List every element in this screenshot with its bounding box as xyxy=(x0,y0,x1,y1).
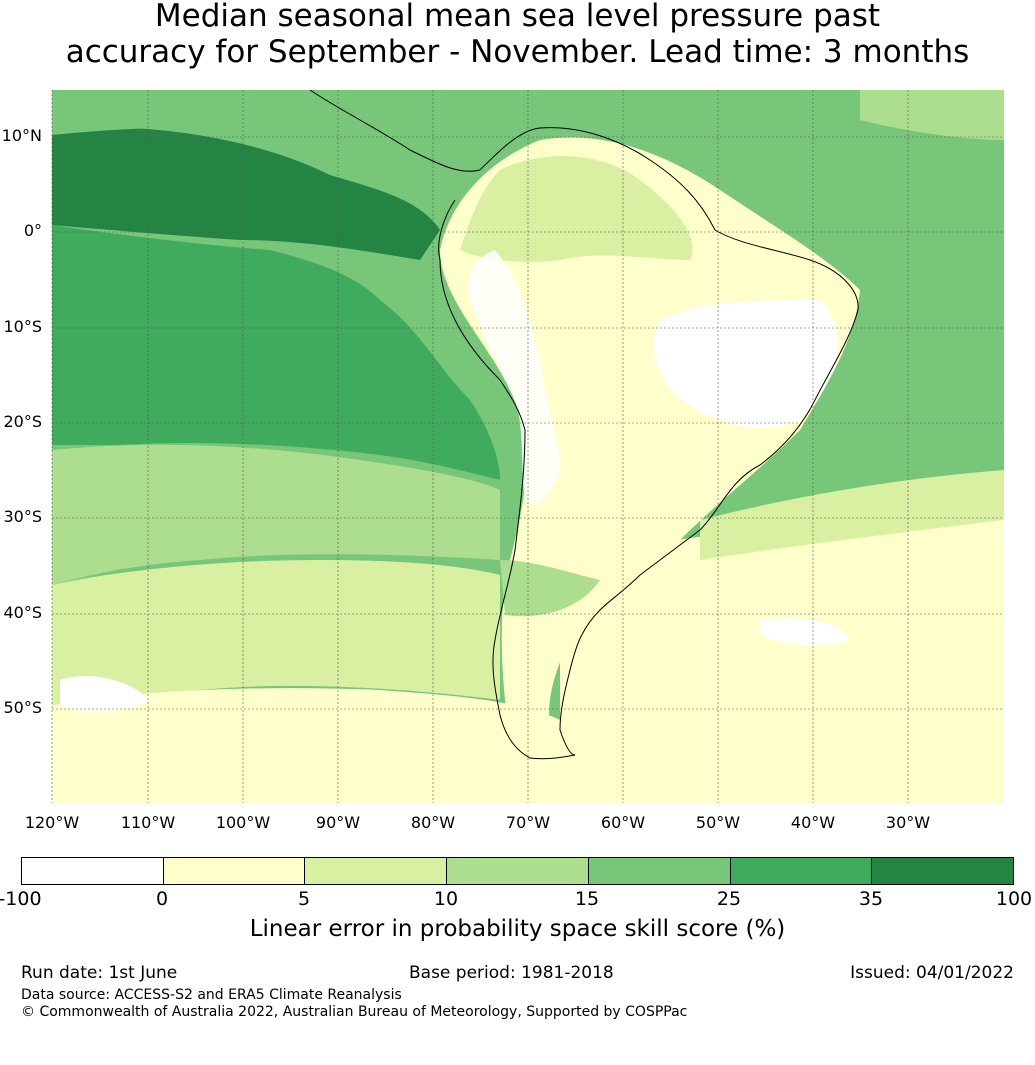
lat-label: 10°N xyxy=(1,126,42,145)
lat-label: 50°S xyxy=(3,698,42,717)
run-date: Run date: 1st June xyxy=(21,963,178,983)
colorbar-segment xyxy=(730,858,873,884)
colorbar-tick: 100 xyxy=(995,888,1033,910)
colorbar xyxy=(21,857,1014,885)
copyright: © Commonwealth of Australia 2022, Austra… xyxy=(21,1004,688,1020)
colorbar-segment xyxy=(163,858,306,884)
lon-label: 30°W xyxy=(885,813,931,832)
data-source: Data source: ACCESS-S2 and ERA5 Climate … xyxy=(21,987,402,1003)
colorbar-tick: 10 xyxy=(433,888,459,910)
lon-label: 80°W xyxy=(410,813,456,832)
lon-label: 110°W xyxy=(120,813,176,832)
colorbar-segment xyxy=(22,858,164,884)
skill-shading xyxy=(52,90,1004,803)
colorbar-label: Linear error in probability space skill … xyxy=(249,916,786,942)
base-period: Base period: 1981-2018 xyxy=(409,963,614,983)
lon-label: 70°W xyxy=(505,813,551,832)
lon-label: 90°W xyxy=(315,813,361,832)
colorbar-tick: 35 xyxy=(858,888,884,910)
map-title-line2: accuracy for September - November. Lead … xyxy=(65,34,970,70)
lat-label: 0° xyxy=(23,221,42,240)
lon-label: 100°W xyxy=(215,813,271,832)
lat-label: 20°S xyxy=(3,412,42,431)
lat-label: 30°S xyxy=(3,507,42,526)
lon-label: 40°W xyxy=(790,813,836,832)
colorbar-tick: 5 xyxy=(297,888,311,910)
colorbar-tick: 0 xyxy=(155,888,169,910)
coastline xyxy=(309,89,859,760)
colorbar-segment xyxy=(305,858,448,884)
colorbar-tick: 25 xyxy=(716,888,742,910)
colorbar-tick: -100 xyxy=(0,888,42,910)
colorbar-segment xyxy=(588,858,731,884)
lon-label: 120°W xyxy=(24,813,80,832)
lon-label: 60°W xyxy=(600,813,646,832)
skill-score-map xyxy=(51,89,1004,803)
colorbar-segment xyxy=(872,858,1014,884)
lat-label: 40°S xyxy=(3,603,42,622)
colorbar-segment xyxy=(447,858,589,884)
map-title-line1: Median seasonal mean sea level pressure … xyxy=(154,0,881,34)
lat-label: 10°S xyxy=(3,317,42,336)
lon-label: 50°W xyxy=(695,813,741,832)
colorbar-tick: 15 xyxy=(574,888,600,910)
issued-date: Issued: 04/01/2022 xyxy=(850,963,1014,983)
graticule xyxy=(51,90,1004,803)
